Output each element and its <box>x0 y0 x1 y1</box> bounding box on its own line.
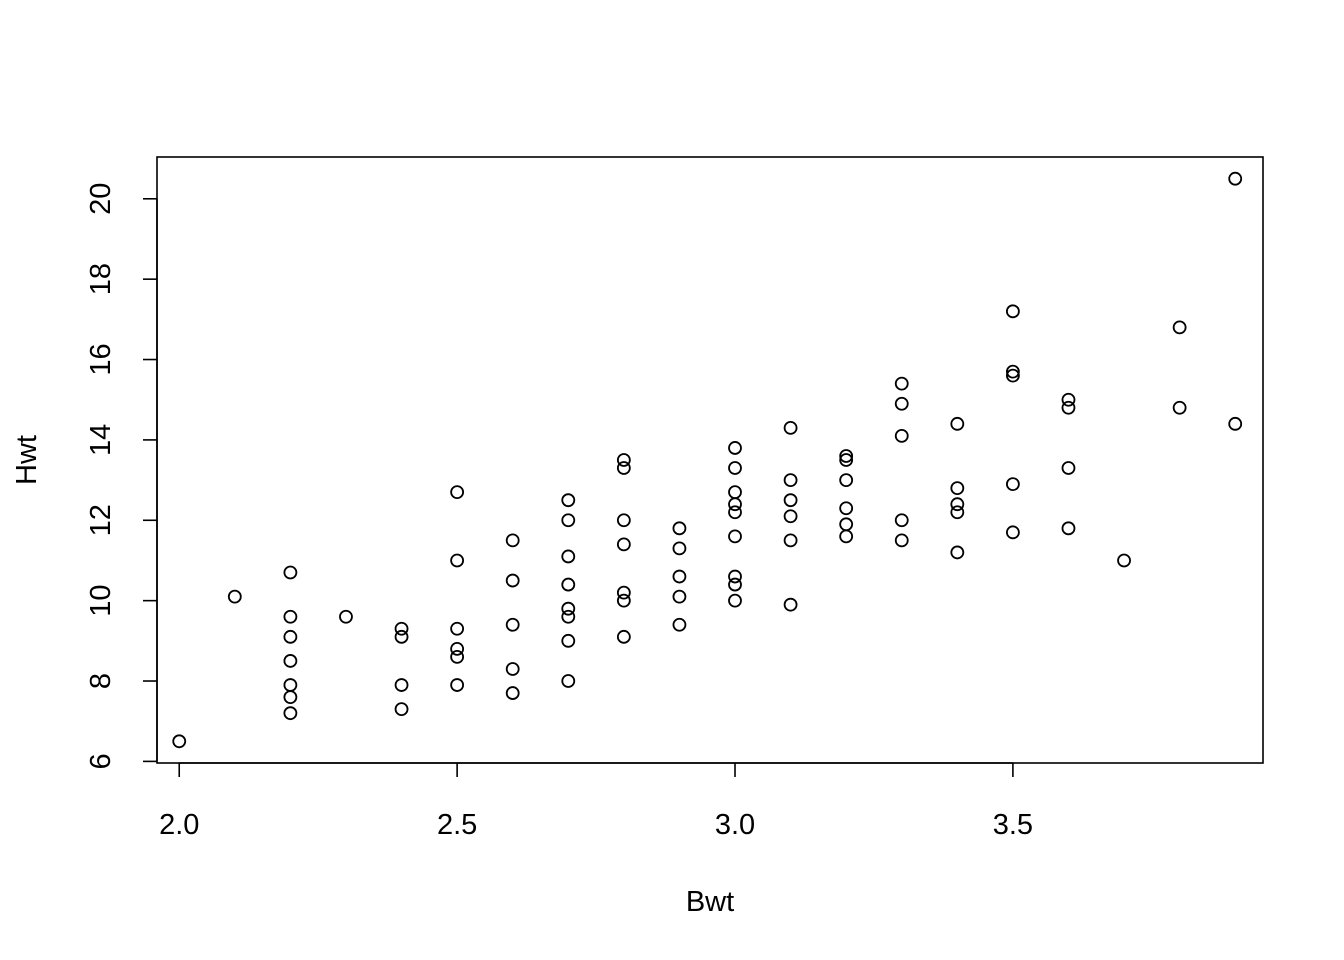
data-point <box>840 474 852 486</box>
data-point <box>840 502 852 514</box>
data-point <box>1229 173 1241 185</box>
data-point <box>396 703 408 715</box>
data-point <box>284 631 296 643</box>
data-point <box>396 679 408 691</box>
y-tick-label: 8 <box>85 673 117 689</box>
y-tick-label: 10 <box>85 585 117 617</box>
x-tick-label: 3.0 <box>715 809 755 841</box>
data-point <box>618 462 630 474</box>
data-point <box>1062 402 1074 414</box>
data-point <box>896 378 908 390</box>
data-point <box>951 482 963 494</box>
data-point <box>729 579 741 591</box>
data-point <box>729 462 741 474</box>
data-point <box>618 595 630 607</box>
data-point <box>1062 522 1074 534</box>
data-point <box>896 514 908 526</box>
data-point <box>1007 526 1019 538</box>
y-axis: 6 8 10 12 14 16 18 20 <box>85 183 157 770</box>
data-point <box>785 534 797 546</box>
data-point <box>562 494 574 506</box>
data-point <box>1062 462 1074 474</box>
data-point <box>1174 402 1186 414</box>
data-point <box>1229 418 1241 430</box>
data-point <box>951 418 963 430</box>
data-point <box>1007 305 1019 317</box>
data-point <box>729 506 741 518</box>
data-point <box>673 522 685 534</box>
data-point <box>618 538 630 550</box>
data-point <box>451 679 463 691</box>
x-tick-label: 2.0 <box>159 809 199 841</box>
data-point <box>562 550 574 562</box>
data-point <box>1174 321 1186 333</box>
data-point <box>896 398 908 410</box>
y-tick-label: 16 <box>85 343 117 375</box>
plot-frame <box>157 157 1263 763</box>
y-tick-label: 6 <box>85 753 117 769</box>
data-point <box>396 631 408 643</box>
data-point <box>284 611 296 623</box>
data-point <box>618 514 630 526</box>
y-tick-label: 20 <box>85 183 117 215</box>
data-point <box>673 619 685 631</box>
data-point <box>451 651 463 663</box>
y-tick-label: 18 <box>85 263 117 295</box>
data-point <box>507 575 519 587</box>
x-tick-label: 3.5 <box>993 809 1033 841</box>
data-point <box>785 494 797 506</box>
data-point <box>562 611 574 623</box>
data-point <box>785 510 797 522</box>
data-point <box>451 623 463 635</box>
data-point <box>451 554 463 566</box>
data-point <box>896 534 908 546</box>
data-point <box>284 691 296 703</box>
data-point <box>173 735 185 747</box>
data-point <box>562 635 574 647</box>
data-point <box>284 655 296 667</box>
data-point <box>785 422 797 434</box>
y-tick-label: 14 <box>85 424 117 456</box>
data-point <box>729 530 741 542</box>
data-point <box>951 546 963 558</box>
data-point <box>673 591 685 603</box>
data-point <box>1118 554 1130 566</box>
data-point <box>562 675 574 687</box>
data-point <box>840 518 852 530</box>
data-point <box>284 679 296 691</box>
data-point <box>284 567 296 579</box>
data-point <box>785 474 797 486</box>
data-point <box>618 631 630 643</box>
data-point <box>507 663 519 675</box>
data-point <box>673 571 685 583</box>
data-points <box>173 173 1241 748</box>
data-point <box>562 579 574 591</box>
data-point <box>729 595 741 607</box>
data-point <box>507 534 519 546</box>
data-point <box>507 687 519 699</box>
data-point <box>507 619 519 631</box>
data-point <box>562 514 574 526</box>
x-tick-label: 2.5 <box>437 809 477 841</box>
data-point <box>729 486 741 498</box>
y-tick-label: 12 <box>85 504 117 536</box>
x-axis-label: Bwt <box>686 886 734 918</box>
y-axis-label: Hwt <box>11 435 43 485</box>
data-point <box>896 430 908 442</box>
data-point <box>951 506 963 518</box>
data-point <box>729 442 741 454</box>
data-point <box>340 611 352 623</box>
data-point <box>673 542 685 554</box>
data-point <box>451 486 463 498</box>
x-axis: 2.0 2.5 3.0 3.5 <box>159 763 1033 841</box>
data-point <box>785 599 797 611</box>
data-point <box>840 530 852 542</box>
data-point <box>284 707 296 719</box>
data-point <box>229 591 241 603</box>
data-point <box>1007 478 1019 490</box>
